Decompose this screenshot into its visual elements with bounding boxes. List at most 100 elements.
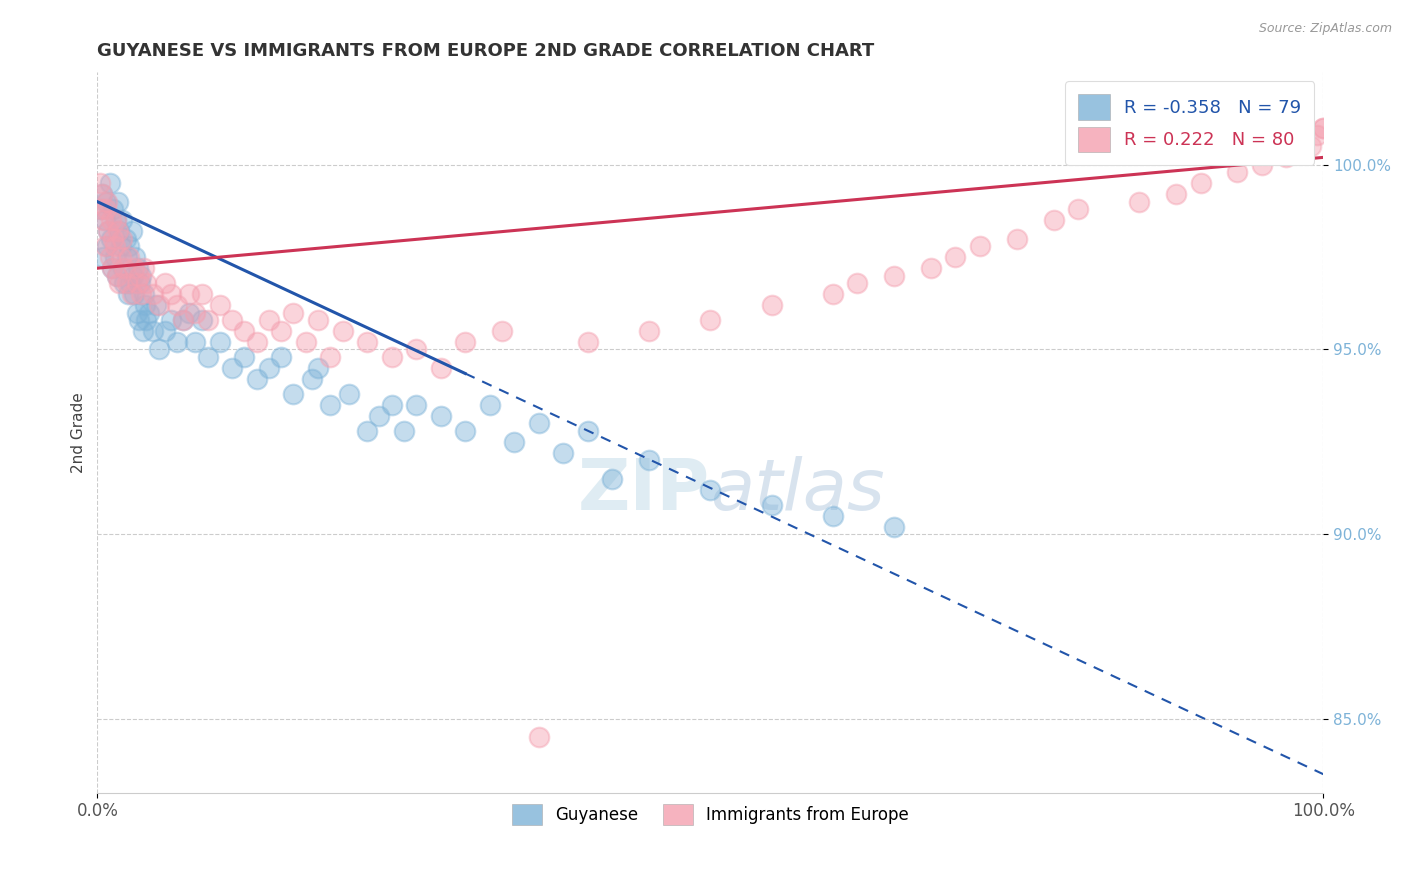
Point — [197, 350, 219, 364]
Point — [166, 334, 188, 349]
Point — [283, 305, 305, 319]
Point — [846, 276, 869, 290]
Point — [98, 250, 121, 264]
Point — [761, 298, 783, 312]
Point — [118, 239, 141, 253]
Point — [108, 276, 131, 290]
Point — [454, 424, 477, 438]
Point — [221, 360, 243, 375]
Point — [166, 298, 188, 312]
Point — [91, 187, 114, 202]
Point — [491, 324, 513, 338]
Point — [503, 434, 526, 449]
Point — [381, 398, 404, 412]
Point — [233, 350, 256, 364]
Point — [121, 287, 143, 301]
Point — [1005, 232, 1028, 246]
Point — [135, 313, 157, 327]
Point — [97, 224, 120, 238]
Point — [699, 313, 721, 327]
Point — [1128, 194, 1150, 209]
Point — [125, 276, 148, 290]
Point — [160, 287, 183, 301]
Point — [112, 261, 135, 276]
Point — [454, 334, 477, 349]
Point — [128, 268, 150, 283]
Point — [94, 194, 117, 209]
Point — [93, 213, 115, 227]
Point — [90, 202, 112, 216]
Point — [97, 224, 120, 238]
Text: Source: ZipAtlas.com: Source: ZipAtlas.com — [1258, 22, 1392, 36]
Point — [821, 508, 844, 523]
Point — [392, 424, 415, 438]
Point — [1067, 202, 1090, 216]
Point — [233, 324, 256, 338]
Point — [103, 202, 125, 216]
Point — [101, 261, 124, 276]
Point — [883, 268, 905, 283]
Point — [190, 287, 212, 301]
Point — [100, 213, 122, 227]
Point — [96, 239, 118, 253]
Point — [337, 386, 360, 401]
Point — [98, 176, 121, 190]
Point — [148, 298, 170, 312]
Point — [1275, 150, 1298, 164]
Point — [1251, 158, 1274, 172]
Point — [172, 313, 194, 327]
Point — [138, 305, 160, 319]
Point — [100, 232, 122, 246]
Point — [131, 287, 153, 301]
Point — [153, 324, 176, 338]
Point — [179, 287, 201, 301]
Point — [184, 334, 207, 349]
Point — [111, 213, 134, 227]
Point — [91, 187, 114, 202]
Point — [103, 232, 125, 246]
Point — [699, 483, 721, 497]
Point — [110, 250, 132, 264]
Point — [90, 202, 112, 216]
Point — [112, 261, 135, 276]
Point — [319, 350, 342, 364]
Point — [197, 313, 219, 327]
Point — [1226, 165, 1249, 179]
Point — [553, 446, 575, 460]
Point — [429, 409, 451, 423]
Point — [1189, 176, 1212, 190]
Point — [257, 360, 280, 375]
Legend: Guyanese, Immigrants from Europe: Guyanese, Immigrants from Europe — [502, 795, 920, 835]
Point — [107, 194, 129, 209]
Point — [135, 276, 157, 290]
Point — [405, 343, 427, 357]
Point — [134, 298, 156, 312]
Point — [969, 239, 991, 253]
Point — [208, 334, 231, 349]
Point — [103, 250, 125, 264]
Point — [294, 334, 316, 349]
Point — [172, 313, 194, 327]
Text: GUYANESE VS IMMIGRANTS FROM EUROPE 2ND GRADE CORRELATION CHART: GUYANESE VS IMMIGRANTS FROM EUROPE 2ND G… — [97, 42, 875, 60]
Point — [122, 261, 145, 276]
Point — [1166, 187, 1188, 202]
Point — [103, 239, 125, 253]
Point — [368, 409, 391, 423]
Point — [132, 324, 155, 338]
Point — [118, 250, 141, 264]
Point — [307, 360, 329, 375]
Point — [576, 424, 599, 438]
Point — [945, 250, 967, 264]
Point — [270, 350, 292, 364]
Point — [96, 194, 118, 209]
Point — [114, 232, 136, 246]
Point — [148, 343, 170, 357]
Point — [120, 276, 142, 290]
Point — [257, 313, 280, 327]
Point — [1299, 139, 1322, 153]
Point — [101, 261, 124, 276]
Point — [1312, 120, 1334, 135]
Point — [221, 313, 243, 327]
Point — [122, 287, 145, 301]
Point — [112, 276, 135, 290]
